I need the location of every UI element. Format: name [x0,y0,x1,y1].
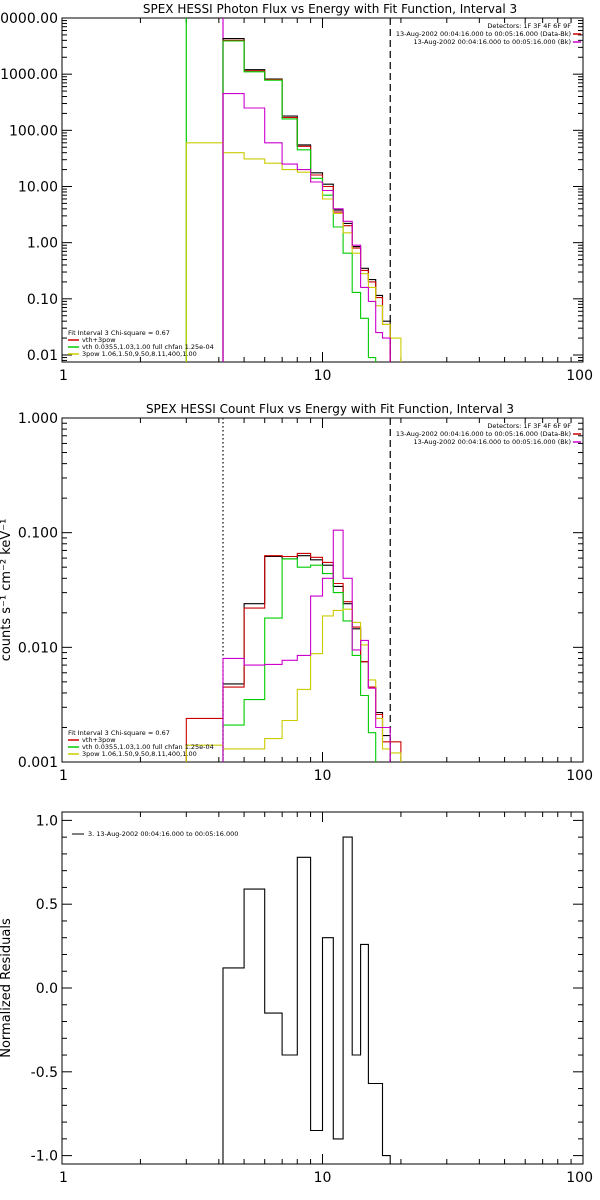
count-ytick-label: 1.000 [18,411,58,427]
photon-chart-title: SPEX HESSI Photon Flux vs Energy with Fi… [143,2,517,16]
residuals-xtick-label: 1 [59,1170,68,1186]
photon-series-4 [222,93,391,362]
photon-legend-tr-text: 13-Aug-2002 00:04:16.000 to 00:05:16.000… [396,30,571,38]
photon-ytick-label: 100.00 [9,123,58,139]
count-y-axis-label: counts s⁻¹ cm⁻² keV⁻¹ [0,519,14,662]
residuals-xtick-label: 10 [314,1170,332,1186]
count-ytick-label: 0.100 [18,526,58,542]
count-chart-title: SPEX HESSI Count Flux vs Energy with Fit… [146,402,514,416]
residuals-ytick-label: 0.5 [36,897,58,913]
photon-legend-bl-text: Fit Interval 3 Chi-square = 0.67 [68,329,170,337]
count-ytick-label: 0.010 [18,640,58,656]
photon-xtick-label: 10 [314,368,332,384]
count-marks: 0.001 0.010 0.100 1.000 1 10 100 Detectors: 1F … [18,411,593,784]
photon-legend-tr-text: Detectors: 1F 3F 4F 6F 9F [487,22,571,30]
photon-ytick-label: 0.10 [27,292,58,308]
photon-legend-bl-text: vth 0.0355,1.03,1.00 full chfan 1.25e-04 [82,343,214,351]
photon-legend-bl-text: vth+3pow [82,336,116,344]
count-legend-bl-text: vth+3pow [82,736,116,744]
count-legend-bl-text: Fit Interval 3 Chi-square = 0.67 [68,729,170,737]
photon-series-2 [222,40,377,362]
count-legend-bl-text: 3pow 1.06,1.50,9.50,8.11,400,1.00 [82,750,197,758]
photon-ytick-label: 1000.00 [0,67,58,83]
photon-panel: SPEX HESSI Photon Flux vs Energy with Fi… [0,2,593,384]
photon-legend-bl-text: 3pow 1.06,1.50,9.50,8.11,400,1.00 [82,350,197,358]
residuals-ytick-label: -0.5 [31,1065,58,1081]
count-xtick-label: 100 [566,768,593,784]
photon-ytick-label: 10.00 [18,179,58,195]
residuals-y-axis-label: Normalized Residuals [0,918,14,1058]
count-panel: SPEX HESSI Count Flux vs Energy with Fit… [0,402,593,784]
count-legend-tr-text: Detectors: 1F 3F 4F 6F 9F [487,422,571,430]
residuals-xtick-label: 100 [566,1170,593,1186]
count-series-0 [222,555,391,762]
photon-xtick-label: 100 [566,368,593,384]
photon-legend-tr-text: 13-Aug-2002 00:04:16.000 to 00:05:16.000… [414,38,571,46]
photon-series-0 [222,38,391,362]
photon-series-1 [222,39,391,362]
count-xtick-label: 10 [314,768,332,784]
count-legend-tr-text: 13-Aug-2002 00:04:16.000 to 00:05:16.000… [414,438,571,446]
photon-ytick-label: 0000.00 [0,11,58,27]
residuals-ytick-label: 0.0 [36,981,58,997]
count-series-3 [185,608,402,762]
count-xtick-label: 1 [59,768,68,784]
residuals-series-0 [222,836,391,1164]
residuals-ytick-label: -1.0 [31,1149,58,1165]
residuals-ytick-label: 1.0 [36,813,58,829]
photon-ytick-label: 0.01 [27,348,58,364]
residuals-marks: -1.0 -0.5 0.0 0.5 1.0 1 10 100 3. 13-Aug-2002 00… [31,812,593,1186]
count-legend-tr-text: 13-Aug-2002 00:04:16.000 to 00:05:16.000… [396,430,571,438]
count-legend-bl-text: vth 0.0355,1.03,1.00 full chfan 1.25e-04 [82,743,214,751]
photon-marks: 0.01 0.10 1.00 10.00 100.00 1000.00 0000.00 1 10… [0,11,593,384]
count-ytick-label: 0.001 [18,755,58,771]
count-series-4 [222,529,391,762]
photon-xtick-label: 1 [59,368,68,384]
residuals-legend-tl-text: 3. 13-Aug-2002 00:04:16.000 to 00:05:16.… [88,830,238,838]
count-series-2 [222,558,377,762]
residuals-panel: Normalized Residuals -1.0 -0.5 0.0 0.5 1.0 1 1… [0,811,593,1186]
photon-ytick-label: 1.00 [27,236,58,252]
